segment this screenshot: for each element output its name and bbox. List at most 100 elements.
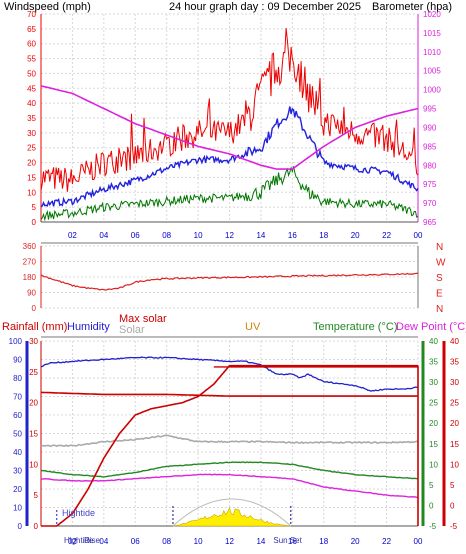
windspeed-tick-label: 15: [27, 173, 36, 182]
barometer-tick-label: 1005: [423, 67, 441, 76]
hour-tick-label: 18: [319, 537, 328, 546]
wind-speed-line: [40, 166, 419, 222]
hour-tick-label: 00: [414, 231, 423, 240]
direction-tick-label: 270: [23, 258, 37, 267]
max-solar-line: [41, 391, 418, 397]
max-uv-arc: [172, 498, 292, 527]
hour-tick-label: 14: [256, 231, 265, 240]
windspeed-tick-label: 30: [27, 129, 36, 138]
barometer-tick-label: 995: [423, 105, 437, 114]
windspeed-tick-label: 5: [32, 203, 37, 212]
hour-tick-label: 06: [131, 537, 140, 546]
compass-label: N: [436, 242, 443, 253]
dewpoint-tick-label: 20: [450, 419, 459, 428]
temp-tick-label: 35: [429, 358, 438, 367]
temp-tick-label: 25: [429, 399, 438, 408]
dewpoint-tick-label: 30: [450, 378, 459, 387]
compass-label: E: [436, 289, 443, 300]
temp-tick-label: -5: [429, 522, 437, 531]
barometer-line: [40, 85, 419, 170]
hour-tick-label: 20: [351, 231, 360, 240]
hour-tick-label: 00: [414, 537, 423, 546]
windspeed-tick-label: 10: [27, 188, 36, 197]
legend-label: Rainfall (mm): [2, 321, 67, 333]
windspeed-tick-label: 20: [27, 159, 36, 168]
hightide-bottom-label: Hightide: [64, 536, 94, 545]
rainfall-line: [41, 364, 418, 527]
legend-label: Solar: [119, 324, 145, 336]
humidity-tick-label: 10: [13, 504, 22, 513]
dewpoint-line: [40, 473, 419, 499]
wind-direction-line: [40, 272, 419, 291]
rain-tick-label: 0: [34, 522, 39, 531]
direction-tick-label: 180: [23, 273, 37, 282]
barometer-tick-label: 1015: [423, 29, 441, 38]
windspeed-tick-label: 50: [27, 69, 36, 78]
rain-tick-label: 15: [29, 430, 38, 439]
temp-tick-label: 0: [429, 501, 434, 510]
legend-label: UV: [245, 321, 261, 333]
legend-label: Temperature (°C): [313, 321, 397, 333]
hour-tick-label: 18: [319, 231, 328, 240]
hour-tick-label: 08: [162, 231, 171, 240]
barometer-tick-label: 1000: [423, 86, 441, 95]
barometer-tick-label: 975: [423, 180, 437, 189]
windspeed-tick-label: 55: [27, 55, 36, 64]
dewpoint-tick-label: 0: [450, 501, 455, 510]
graph-date-title: 24 hour graph day : 09 December 2025: [169, 1, 361, 13]
humidity-tick-label: 60: [13, 411, 22, 420]
rain-tick-label: 10: [29, 460, 38, 469]
barometer-tick-label: 970: [423, 199, 437, 208]
windspeed-tick-label: 60: [27, 40, 36, 49]
windspeed-tick-label: 65: [27, 25, 36, 34]
windspeed-title: Windspeed (mph): [4, 1, 91, 13]
rain-tick-label: 30: [29, 337, 38, 346]
windspeed-tick-label: 35: [27, 114, 36, 123]
barometer-tick-label: 965: [423, 218, 437, 227]
direction-tick-label: 360: [23, 242, 37, 251]
hour-tick-label: 22: [382, 537, 391, 546]
dewpoint-tick-label: 5: [450, 481, 455, 490]
legend-label: Dew Point (°C): [396, 321, 466, 333]
windspeed-tick-label: 70: [27, 10, 36, 19]
dewpoint-tick-label: 10: [450, 460, 459, 469]
rain-tick-label: 20: [29, 399, 38, 408]
humidity-tick-label: 0: [18, 522, 23, 531]
windspeed-tick-label: 25: [27, 144, 36, 153]
dewpoint-tick-label: 25: [450, 399, 459, 408]
sunrise-label: Rise: [84, 536, 101, 545]
humidity-line: [40, 356, 418, 392]
hour-tick-label: 12: [225, 231, 234, 240]
direction-tick-label: 90: [27, 289, 36, 298]
wind-average-line: [40, 106, 419, 208]
compass-label: W: [436, 258, 446, 269]
hour-tick-label: 10: [194, 231, 203, 240]
hour-tick-label: 12: [225, 537, 234, 546]
solar-line: [40, 434, 419, 448]
sunset-label: Sun Set: [273, 536, 302, 545]
uv-area: [172, 506, 291, 527]
hour-tick-label: 20: [351, 537, 360, 546]
windspeed-tick-label: 40: [27, 99, 36, 108]
legend-label: Max solar: [119, 313, 167, 325]
compass-label: S: [436, 273, 443, 284]
temperature-line: [40, 461, 419, 480]
barometer-tick-label: 985: [423, 142, 437, 151]
hour-tick-label: 16: [288, 537, 297, 546]
humidity-tick-label: 40: [13, 448, 22, 457]
humidity-tick-label: 90: [13, 356, 22, 365]
rain-tick-label: 25: [29, 368, 38, 377]
hour-tick-label: 04: [99, 537, 108, 546]
hour-tick-label: 04: [99, 231, 108, 240]
rain-tick-label: 5: [34, 491, 39, 500]
hour-tick-label: 22: [382, 231, 391, 240]
humidity-tick-label: 80: [13, 374, 22, 383]
barometer-tick-label: 1010: [423, 48, 441, 57]
hightide-label: Hightide: [62, 508, 95, 518]
hour-tick-label: 10: [194, 537, 203, 546]
barometer-tick-label: 990: [423, 123, 437, 132]
hour-tick-label: 06: [131, 231, 140, 240]
